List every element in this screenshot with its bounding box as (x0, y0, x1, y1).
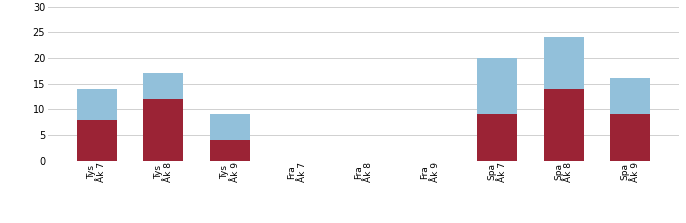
Bar (77, 120, 117, 161)
Bar (544, 37, 584, 89)
Bar (210, 140, 250, 161)
Bar (477, 114, 517, 161)
Bar (477, 58, 517, 114)
Bar (544, 89, 584, 161)
Bar (143, 73, 183, 99)
Bar (143, 99, 183, 161)
Bar (77, 89, 117, 120)
Bar (611, 114, 650, 161)
Bar (611, 78, 650, 114)
Bar (210, 114, 250, 140)
